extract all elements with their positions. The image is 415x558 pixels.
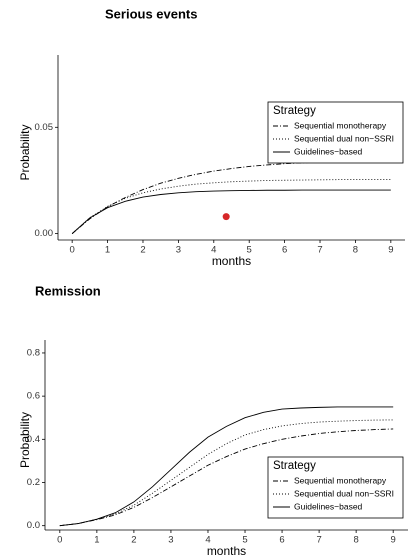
x-tick-label: 6: [279, 535, 284, 546]
y-tick-label: 0.00: [35, 228, 54, 239]
series-line: [71, 189, 391, 234]
y-tick-label: 0.2: [27, 477, 40, 488]
legend-label: Sequential dual non−SSRI: [294, 133, 394, 143]
x-tick-label: 9: [391, 535, 396, 546]
x-tick-label: 5: [247, 245, 252, 256]
series-line: [71, 178, 391, 234]
y-axis-label: Probability: [18, 412, 32, 468]
series-line: [59, 406, 394, 527]
y-tick-label: 0.6: [27, 391, 40, 402]
y-tick-label: 0.8: [27, 347, 40, 358]
series-line: [59, 428, 394, 527]
legend-label: Sequential monotherapy: [294, 475, 387, 485]
y-axis-label: Probability: [18, 124, 32, 180]
x-tick-label: 9: [388, 245, 393, 256]
x-tick-label: 2: [131, 535, 136, 546]
series-line: [71, 159, 391, 234]
x-tick-label: 7: [316, 535, 321, 546]
y-tick-label: 0.05: [35, 122, 54, 133]
x-tick-label: 3: [176, 245, 181, 256]
x-tick-label: 8: [353, 535, 358, 546]
x-tick-label: 3: [168, 535, 173, 546]
series-line: [59, 419, 394, 527]
legend-title: Strategy: [273, 105, 316, 117]
x-tick-label: 2: [140, 245, 145, 256]
x-tick-label: 1: [105, 245, 110, 256]
x-tick-label: 7: [317, 245, 322, 256]
x-tick-label: 0: [70, 245, 75, 256]
legend-label: Guidelines−based: [294, 146, 363, 156]
legend-box: [267, 101, 404, 164]
x-tick-label: 4: [211, 245, 216, 256]
legend-label: Sequential dual non−SSRI: [294, 488, 394, 498]
y-tick-label: 0.4: [27, 434, 40, 445]
x-tick-label: 1: [94, 535, 99, 546]
legend-label: Guidelines−based: [294, 501, 363, 511]
x-tick-label: 6: [282, 245, 287, 256]
legend-label: Sequential monotherapy: [294, 120, 387, 130]
y-tick-label: 0.0: [27, 520, 40, 531]
x-tick-label: 5: [242, 535, 247, 546]
x-axis-label: months: [212, 254, 251, 268]
x-tick-label: 8: [353, 245, 358, 256]
x-tick-label: 0: [57, 535, 62, 546]
x-axis-label: months: [207, 544, 246, 558]
chart-title: Remission: [35, 283, 101, 298]
legend-title: Strategy: [273, 460, 316, 472]
chart-title: Serious events: [105, 6, 198, 21]
marker-point: [222, 213, 230, 221]
x-tick-label: 4: [205, 535, 210, 546]
legend-box: [267, 456, 404, 519]
